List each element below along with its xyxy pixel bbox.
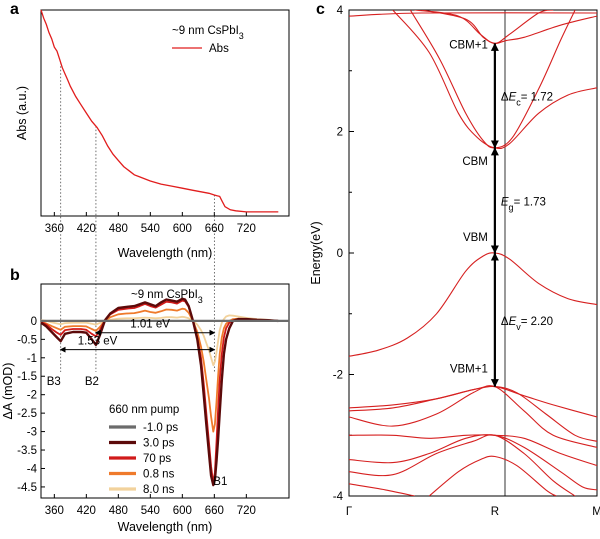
peak-label-B2: B2 [85,376,99,388]
panel-b: 360 420 480 540 600 660 720 0 -0.5 -1 -1.5 -2 -2.5 -3… [1,283,290,534]
panel-b-title: ~9 nm CsPbI3 [131,289,203,305]
panel-c-ticks: -4 -2 0 2 4 Γ R M [333,5,600,518]
panel-a-legend-label: Abs [209,43,229,55]
panel-b-ytick-label: -4 [27,463,38,475]
gap-label: 1.53 eV [78,336,118,348]
panel-b-frame [40,283,290,499]
band-line [428,455,557,496]
band-line [349,434,576,496]
panel-b-ytick-label: -2.5 [17,408,37,420]
band-line [349,385,597,442]
panel-b-xtick-label: 360 [45,505,64,517]
series-line-3-0-ps [40,297,279,487]
panel-c-annotations: ΔEc= 1.72 Eg= 1.73 ΔEv= 2.20 CBM+1 CBM VBM VBM… [449,39,553,388]
panel-b-ytick-label: -1 [27,353,37,365]
energy-gap-label: ΔEc= 1.72 [501,92,553,108]
panel-a-ylabel: Abs (a.u.) [15,86,29,140]
legend-label: 0.8 ns [143,469,175,481]
series-line-8-0-ns [40,314,279,367]
panel-b-ytick-label: -2 [27,390,37,402]
panel-c-ytick-label: 2 [337,127,343,139]
kpoint-label: R [491,506,499,518]
panel-a-xtick-label: 540 [141,223,160,235]
panel-a-xtick-label: 420 [77,223,96,235]
band-line [349,434,597,491]
series-line-70-ps [40,299,279,485]
energy-gap-label: ΔEv= 2.20 [501,316,553,332]
band-line [349,434,597,467]
panel-c-frame [348,9,598,497]
panel-a: 360 420 480 540 600 660 720 Wavelength (nm) Ab… [15,9,290,372]
panel-a-xlabel: Wavelength (nm) [118,246,213,260]
band-line [349,385,597,448]
panel-a-xtick-label: 720 [237,223,256,235]
band-line [349,385,597,418]
panel-b-xlabel: Wavelength (nm) [118,520,213,534]
band-line [349,483,415,496]
legend-label: 70 ps [143,453,171,465]
panel-b-xtick-label: 480 [109,505,128,517]
energy-gap-label: Eg= 1.73 [501,196,546,212]
band-line [409,10,576,149]
panel-b-xtick-label: 420 [77,505,96,517]
kpoint-label: Γ [346,506,353,518]
kpoint-label: M [592,506,600,518]
panel-c-label: c [316,1,325,18]
panel-c-bands [349,10,597,496]
panel-b-lines [40,297,289,487]
band-line [349,12,597,17]
panel-a-xtick-label: 360 [45,223,64,235]
panel-b-label: b [10,267,20,284]
panel-b-ytick-label: -1.5 [17,371,37,383]
panel-b-xtick-label: 600 [173,505,192,517]
panel-b-xtick-label: 660 [205,505,224,517]
panel-a-xtick-label: 660 [205,223,224,235]
band-line [349,252,597,357]
band-label-vbmplus1: VBM+1 [450,364,488,376]
panel-b-legend-title: 660 nm pump [109,404,179,416]
panel-a-lines [40,9,279,372]
panel-c-ytick-label: 0 [337,248,343,260]
panel-c-ytick-label: -2 [333,370,343,382]
band-label-vbm: VBM [463,232,488,244]
panel-b-xtick-label: 720 [237,505,256,517]
series-line-0-8-ns [40,307,279,433]
panel-b-legend: -1.0 ps 3.0 ps 70 ps 0.8 ns 8.0 ns [109,422,178,496]
panel-a-legend-title: ~9 nm CsPbI3 [172,25,244,41]
panel-b-ytick-label: -4.5 [17,482,37,494]
band-label-cbm: CBM [462,156,488,168]
gap-label: 1.01 eV [130,319,170,331]
panel-b-ticks: 360 420 480 540 600 660 720 0 -0.5 -1 -1.5 -2 -2.5 -3… [17,316,256,517]
band-label-cbmplus1: CBM+1 [449,39,488,51]
panel-b-ytick-label: -0.5 [17,334,37,346]
panel-c-ylabel: Energy(eV) [309,221,323,284]
legend-label: 3.0 ps [143,438,175,450]
panel-a-xtick-label: 600 [173,223,192,235]
panel-a-label: a [10,1,19,18]
panel-c-ytick-label: 4 [337,5,344,17]
panel-c-ytick-label: -4 [333,491,344,503]
panel-c: -4 -2 0 2 4 Γ R M ΔEc= 1.72 Eg= 1.73 ΔEv= 2.20 CBM… [309,5,600,518]
panel-a-frame [40,9,290,217]
panel-b-annotations: 1.01 eV 1.53 eV B3 B2 B1 [47,319,228,488]
panel-b-ytick-label: 0 [31,316,37,328]
peak-label-B3: B3 [47,376,61,388]
legend-label: 8.0 ns [143,484,175,496]
band-group [349,10,597,496]
abs-series-line [40,9,279,213]
panel-b-ytick-label: -3 [27,427,37,439]
legend-label: -1.0 ps [143,422,178,434]
band-line [421,10,597,45]
panel-b-ylabel: ΔA (mOD) [1,363,15,420]
panel-a-xtick-label: 480 [109,223,128,235]
panel-b-ytick-label: -3.5 [17,445,37,457]
panel-a-ticks: 360 420 480 540 600 660 720 [45,212,256,235]
peak-label-B1: B1 [213,476,227,488]
panel-b-xtick-label: 540 [141,505,160,517]
